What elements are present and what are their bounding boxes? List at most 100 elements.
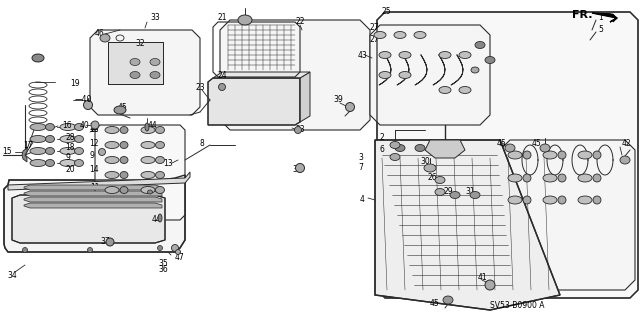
Ellipse shape [543, 174, 557, 182]
Ellipse shape [141, 172, 155, 179]
Text: 38: 38 [292, 166, 301, 174]
Polygon shape [220, 20, 370, 130]
Text: 1: 1 [598, 13, 603, 23]
Ellipse shape [156, 127, 164, 133]
Text: 27: 27 [370, 35, 380, 44]
Text: 34: 34 [7, 271, 17, 279]
Text: FR.: FR. [572, 10, 593, 20]
Ellipse shape [578, 174, 592, 182]
Ellipse shape [505, 144, 515, 152]
Polygon shape [375, 140, 560, 310]
Ellipse shape [45, 136, 54, 143]
Ellipse shape [443, 296, 453, 304]
Text: 21: 21 [218, 13, 227, 23]
Polygon shape [592, 13, 617, 22]
Text: 23: 23 [195, 84, 205, 93]
Ellipse shape [150, 71, 160, 78]
Ellipse shape [83, 100, 93, 109]
Ellipse shape [379, 71, 391, 78]
Ellipse shape [105, 157, 119, 164]
Ellipse shape [374, 32, 386, 39]
Ellipse shape [175, 249, 180, 255]
Ellipse shape [100, 34, 110, 42]
Ellipse shape [439, 86, 451, 93]
Ellipse shape [74, 123, 83, 130]
Ellipse shape [45, 160, 54, 167]
Polygon shape [12, 195, 165, 243]
Text: 35: 35 [158, 259, 168, 269]
Text: 22: 22 [295, 18, 305, 26]
Text: 46: 46 [95, 28, 105, 38]
Ellipse shape [415, 145, 425, 152]
Ellipse shape [558, 174, 566, 182]
Ellipse shape [99, 149, 106, 155]
Polygon shape [213, 72, 310, 78]
Polygon shape [24, 197, 162, 202]
Ellipse shape [435, 176, 445, 183]
Ellipse shape [30, 160, 46, 167]
Text: 28: 28 [89, 123, 99, 132]
Ellipse shape [141, 142, 155, 149]
Ellipse shape [45, 123, 54, 130]
Polygon shape [300, 72, 310, 122]
Polygon shape [425, 140, 465, 158]
Ellipse shape [60, 160, 76, 167]
Polygon shape [4, 175, 185, 252]
Polygon shape [377, 12, 638, 298]
Polygon shape [8, 172, 190, 190]
Ellipse shape [471, 67, 479, 73]
Ellipse shape [105, 127, 119, 133]
Ellipse shape [30, 136, 46, 143]
Ellipse shape [238, 15, 252, 25]
Ellipse shape [414, 32, 426, 39]
Text: 47: 47 [175, 254, 185, 263]
Ellipse shape [523, 196, 531, 204]
Ellipse shape [32, 54, 44, 62]
Ellipse shape [620, 156, 630, 164]
Text: 42: 42 [622, 138, 632, 147]
Ellipse shape [346, 102, 355, 112]
Ellipse shape [60, 147, 76, 154]
Ellipse shape [88, 248, 93, 253]
Ellipse shape [120, 172, 128, 179]
Text: 40: 40 [80, 121, 90, 130]
Polygon shape [592, 13, 617, 22]
Ellipse shape [141, 187, 155, 194]
Text: 20: 20 [65, 166, 75, 174]
Ellipse shape [475, 41, 485, 48]
Ellipse shape [593, 151, 601, 159]
Ellipse shape [485, 56, 495, 63]
Polygon shape [24, 191, 162, 196]
Ellipse shape [470, 191, 480, 198]
Ellipse shape [296, 164, 305, 173]
Ellipse shape [523, 174, 531, 182]
Text: —40: —40 [75, 95, 92, 105]
Text: 12: 12 [89, 138, 99, 147]
Text: 31: 31 [465, 188, 475, 197]
Text: SV53-B0900 A: SV53-B0900 A [490, 300, 545, 309]
Text: 2: 2 [380, 133, 385, 143]
Text: 37: 37 [100, 238, 109, 247]
Text: 41: 41 [478, 273, 488, 283]
Ellipse shape [106, 238, 114, 246]
Ellipse shape [543, 151, 557, 159]
Ellipse shape [120, 142, 128, 149]
Text: 9: 9 [65, 153, 70, 162]
Ellipse shape [141, 157, 155, 164]
Ellipse shape [141, 127, 155, 133]
Ellipse shape [30, 123, 46, 130]
Ellipse shape [156, 172, 164, 179]
Ellipse shape [459, 51, 471, 58]
Ellipse shape [105, 172, 119, 179]
Ellipse shape [435, 189, 445, 196]
Ellipse shape [540, 144, 550, 152]
Ellipse shape [593, 196, 601, 204]
Text: 29: 29 [443, 188, 452, 197]
Ellipse shape [145, 123, 149, 131]
Text: 26: 26 [428, 174, 438, 182]
Ellipse shape [130, 58, 140, 65]
Ellipse shape [156, 187, 164, 194]
Ellipse shape [156, 157, 164, 164]
Ellipse shape [74, 136, 83, 143]
Ellipse shape [30, 147, 46, 154]
